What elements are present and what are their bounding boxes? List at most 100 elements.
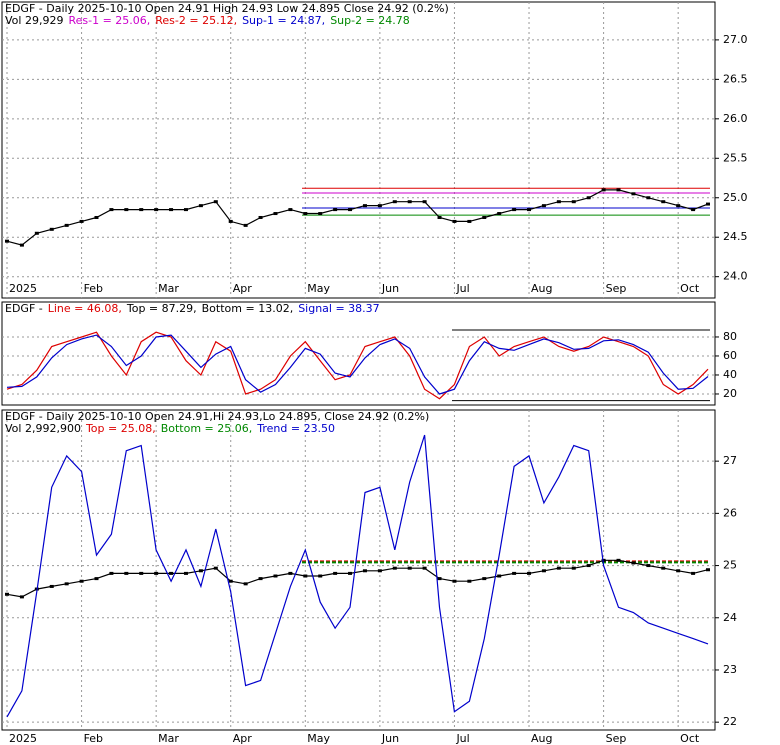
- price-bar: [139, 571, 144, 575]
- price-bar: [586, 196, 591, 200]
- price-bar: [183, 571, 188, 575]
- x-tick-label: May: [307, 732, 330, 745]
- x-tick-label: Oct: [680, 732, 700, 745]
- price-bar: [631, 561, 636, 565]
- x-tick-label: 2025: [9, 282, 37, 295]
- price-bar: [288, 208, 293, 212]
- price-bar: [616, 188, 621, 192]
- y-tick-label: 24.5: [723, 230, 748, 243]
- y-tick-label: 23: [723, 663, 737, 676]
- price-bar: [64, 582, 69, 586]
- price-bar: [273, 212, 278, 216]
- price-bar: [258, 577, 263, 581]
- price-bar: [109, 208, 114, 212]
- price-bar: [348, 208, 353, 212]
- header-legend: Vol 2,992,900 Top = 25.08, Bottom = 25.06,…: [5, 422, 335, 435]
- price-bar: [527, 208, 532, 212]
- y-tick-label: 27: [723, 454, 737, 467]
- x-tick-label: Sep: [606, 282, 627, 295]
- price-bar: [333, 571, 338, 575]
- price-bar: [661, 200, 666, 204]
- price-bar: [94, 215, 99, 219]
- x-tick-label: May: [307, 282, 330, 295]
- legend-item: Bottom = 25.06,: [161, 422, 253, 435]
- price-bar: [333, 208, 338, 212]
- legend-item: Sup-1 = 24.87,: [242, 14, 325, 27]
- price-bar: [243, 223, 248, 227]
- legend-item: Vol 29,929: [5, 14, 63, 27]
- price-bar: [541, 569, 546, 573]
- x-tick-label: Feb: [84, 282, 103, 295]
- price-bar: [601, 558, 606, 562]
- y-tick-label: 22: [723, 715, 737, 728]
- y-tick-label: 40: [723, 368, 737, 381]
- y-tick-label: 25: [723, 559, 737, 572]
- price-bar: [362, 569, 367, 573]
- legend-item: Line = 46.08,: [48, 302, 122, 315]
- price-bar: [676, 569, 681, 573]
- price-bar: [437, 215, 442, 219]
- price-bar: [691, 571, 696, 575]
- price-bar: [452, 579, 457, 583]
- price-bar: [228, 579, 233, 583]
- y-tick-label: 20: [723, 387, 737, 400]
- legend-item: Res-2 = 25.12,: [155, 14, 237, 27]
- price-bar: [706, 202, 710, 206]
- price-bar: [49, 584, 54, 588]
- price-bar: [79, 219, 84, 223]
- price-bar: [601, 188, 606, 192]
- x-tick-label: Mar: [158, 282, 179, 295]
- x-tick-label: Sep: [606, 732, 627, 745]
- legend-item: Top = 25.08,: [85, 422, 156, 435]
- y-tick-label: 24: [723, 611, 737, 624]
- price-bar: [437, 577, 442, 581]
- legend-item: Sup-2 = 24.78: [330, 14, 410, 27]
- price-bar: [377, 569, 382, 573]
- panel-frame: [1, 1, 716, 299]
- price-bar: [482, 577, 487, 581]
- price-bar: [19, 595, 24, 599]
- price-bar: [377, 204, 382, 208]
- price-bar: [497, 574, 502, 578]
- legend-item: Res-1 = 25.06,: [68, 14, 150, 27]
- price-bar: [64, 223, 69, 227]
- price-bar: [661, 566, 666, 570]
- price-bar: [5, 592, 9, 596]
- price-bar: [422, 200, 427, 204]
- x-tick-label: Aug: [531, 282, 552, 295]
- y-tick-label: 26: [723, 506, 737, 519]
- x-tick-label: Jun: [381, 732, 399, 745]
- legend-item: Trend = 23.50: [256, 422, 335, 435]
- x-tick-label: Apr: [233, 732, 253, 745]
- price-bar: [198, 569, 203, 573]
- y-tick-label: 24.0: [723, 270, 748, 283]
- price-bar: [213, 566, 218, 570]
- x-tick-label: Mar: [158, 732, 179, 745]
- series-line: [6, 559, 709, 598]
- price-bar: [348, 571, 353, 575]
- x-tick-label: Feb: [84, 732, 103, 745]
- x-tick-label: Apr: [233, 282, 253, 295]
- price-bar: [586, 564, 591, 568]
- y-tick-label: 25.5: [723, 151, 748, 164]
- price-bar: [646, 564, 651, 568]
- price-bar: [318, 574, 323, 578]
- price-bar: [124, 571, 129, 575]
- price-bar: [407, 566, 412, 570]
- price-bar: [303, 212, 308, 216]
- series-line: [6, 331, 709, 400]
- legend-item: Bottom = 13.02,: [202, 302, 294, 315]
- price-bar: [512, 208, 517, 212]
- x-tick-label: Jul: [455, 732, 469, 745]
- price-bar: [467, 579, 472, 583]
- y-tick-label: 26.5: [723, 72, 748, 85]
- price-bar: [169, 208, 174, 212]
- price-bar: [49, 227, 54, 231]
- header-title: EDGF - Daily 2025-10-10 Open 24.91 High …: [5, 2, 449, 15]
- price-bar: [631, 192, 636, 196]
- price-bar: [467, 219, 472, 223]
- price-bar: [19, 243, 24, 247]
- price-bar: [288, 571, 293, 575]
